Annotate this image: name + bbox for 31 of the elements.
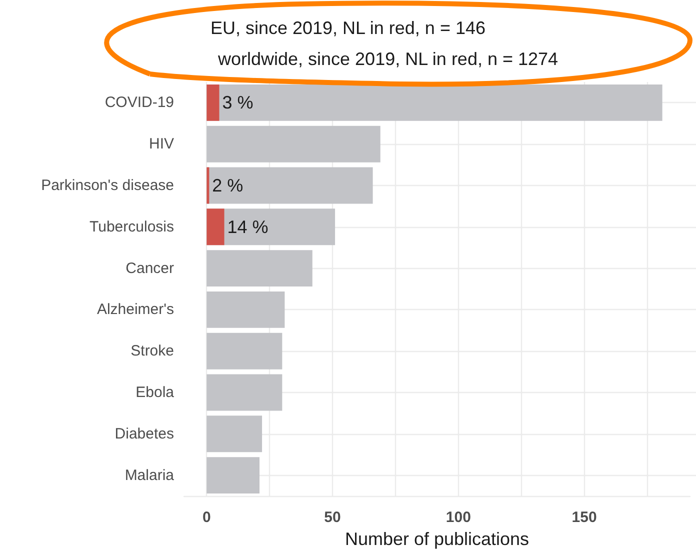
y-tick-label: Malaria — [124, 466, 175, 484]
x-tick-label: 0 — [202, 509, 211, 526]
bar — [206, 126, 380, 162]
x-tick-label: 50 — [324, 509, 341, 526]
y-tick-label: Parkinson's disease — [41, 177, 174, 194]
y-tick-label: Ebola — [136, 384, 175, 401]
annotation: 3 % — [222, 92, 254, 113]
x-tick-label: 100 — [446, 509, 471, 526]
chart-title: worldwide, since 2019, NL in red, n = 1274 — [216, 49, 558, 69]
bar — [206, 167, 373, 204]
annotation: 2 % — [212, 176, 244, 196]
y-tick-label: Stroke — [130, 342, 174, 360]
bar — [206, 84, 220, 121]
y-tick-label: COVID-19 — [104, 94, 174, 112]
bar — [206, 332, 282, 370]
bar — [206, 374, 282, 411]
bar — [206, 167, 210, 204]
y-tick-label: Cancer — [126, 260, 174, 277]
bar — [206, 208, 224, 246]
text: EU, since 2019, NL in red, n = 146 — [209, 18, 486, 39]
bar — [206, 291, 285, 328]
x-tick-label: 150 — [572, 509, 597, 526]
y-tick-label: HIV — [148, 136, 174, 153]
bar — [206, 416, 262, 452]
y-tick-label: Diabetes — [114, 425, 174, 442]
y-tick-label: Alzheimer's — [96, 301, 174, 318]
x-axis-title: Number of publications — [344, 528, 530, 549]
annotation: 14 % — [227, 216, 268, 237]
bar — [206, 250, 312, 287]
bar — [206, 457, 260, 494]
y-tick-label: Tuberculosis — [90, 218, 174, 236]
